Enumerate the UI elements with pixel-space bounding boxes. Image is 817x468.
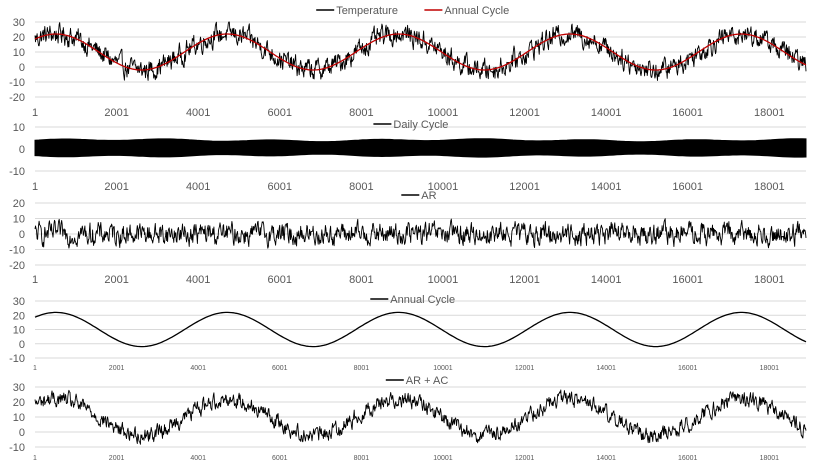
legend-item-annual-cycle: Annual Cycle	[424, 5, 509, 17]
x-tick-label: 6001	[268, 107, 292, 119]
x-tick-label: 4001	[186, 107, 210, 119]
x-tick-label: 10001	[433, 455, 453, 462]
x-tick-label: 18001	[760, 365, 780, 372]
x-tick-label: 18001	[754, 274, 785, 286]
x-tick-label: 2001	[104, 181, 128, 193]
y-tick-label: -10	[9, 77, 25, 89]
series-ar	[34, 218, 807, 249]
legend-label: Daily Cycle	[393, 119, 448, 131]
y-tick-label: -20	[9, 260, 25, 272]
legend-label: Annual Cycle	[390, 294, 455, 306]
x-tick-label: 18001	[754, 181, 785, 193]
x-tick-label: 4001	[190, 455, 206, 462]
series-daily-cycle	[34, 138, 807, 158]
x-tick-label: 1	[32, 181, 38, 193]
y-tick-label: 0	[19, 144, 25, 156]
y-tick-label: 0	[19, 62, 25, 74]
y-tick-label: 10	[13, 122, 25, 134]
y-tick-label: 0	[19, 339, 25, 351]
y-tick-label: 10	[13, 325, 25, 337]
x-tick-label: 10001	[428, 107, 459, 119]
y-tick-label: -10	[9, 353, 25, 365]
legend-item-ar: AR	[401, 190, 437, 202]
legend-label: Annual Cycle	[444, 5, 509, 17]
x-tick-label: 16001	[672, 181, 703, 193]
y-tick-label: 0	[19, 427, 25, 439]
legend-item-temperature: Temperature	[316, 5, 398, 17]
legend-label: AR	[421, 190, 436, 202]
series-temperature	[34, 21, 807, 81]
x-tick-label: 8001	[349, 274, 373, 286]
x-tick-label: 16001	[678, 365, 698, 372]
x-tick-label: 10001	[428, 274, 459, 286]
y-tick-label: 10	[13, 412, 25, 424]
y-tick-label: 20	[13, 32, 25, 44]
x-tick-label: 18001	[760, 455, 780, 462]
y-tick-label: 30	[13, 17, 25, 29]
x-tick-label: 1	[32, 274, 38, 286]
legend-item-daily-cycle: Daily Cycle	[373, 119, 448, 131]
x-tick-label: 8001	[349, 107, 373, 119]
y-tick-label: 10	[13, 214, 25, 226]
x-tick-label: 6001	[272, 365, 288, 372]
x-tick-label: 16001	[672, 274, 703, 286]
legend-label: Temperature	[336, 5, 398, 17]
y-tick-label: 10	[13, 47, 25, 59]
y-tick-label: 0	[19, 229, 25, 241]
legend-item-ar-ac: AR + AC	[385, 375, 449, 387]
x-tick-label: 8001	[354, 365, 370, 372]
x-tick-label: 1	[33, 365, 37, 372]
series-ar-ac	[34, 389, 807, 445]
x-tick-label: 1	[32, 107, 38, 119]
x-tick-label: 8001	[349, 181, 373, 193]
x-tick-label: 6001	[268, 274, 292, 286]
x-tick-label: 12001	[515, 455, 535, 462]
series-annual-cycle	[34, 311, 807, 348]
x-tick-label: 14001	[591, 107, 622, 119]
x-tick-label: 14001	[596, 365, 616, 372]
x-tick-label: 1	[33, 455, 37, 462]
x-tick-label: 14001	[591, 274, 622, 286]
x-tick-label: 12001	[509, 181, 540, 193]
series-annual-cycle	[34, 33, 807, 71]
x-tick-label: 6001	[268, 181, 292, 193]
x-tick-label: 16001	[672, 107, 703, 119]
x-tick-label: 12001	[509, 107, 540, 119]
x-tick-label: 4001	[190, 365, 206, 372]
y-tick-label: -20	[9, 92, 25, 104]
x-tick-label: 10001	[428, 181, 459, 193]
x-tick-label: 14001	[596, 455, 616, 462]
x-tick-label: 8001	[354, 455, 370, 462]
legend-label: AR + AC	[406, 375, 449, 387]
y-tick-label: 30	[13, 382, 25, 394]
legend-item-annual-cycle: Annual Cycle	[370, 294, 455, 306]
x-tick-label: 14001	[591, 181, 622, 193]
y-tick-label: 20	[13, 310, 25, 322]
x-tick-label: 2001	[109, 455, 125, 462]
y-tick-label: -10	[9, 166, 25, 178]
y-tick-label: 30	[13, 296, 25, 308]
x-tick-label: 2001	[104, 274, 128, 286]
x-tick-label: 2001	[109, 365, 125, 372]
x-tick-label: 6001	[272, 455, 288, 462]
y-tick-label: -10	[9, 442, 25, 454]
y-tick-label: 20	[13, 397, 25, 409]
x-tick-label: 18001	[754, 107, 785, 119]
x-tick-label: 12001	[515, 365, 535, 372]
x-tick-label: 2001	[104, 107, 128, 119]
y-tick-label: -10	[9, 245, 25, 257]
x-tick-label: 12001	[509, 274, 540, 286]
x-tick-label: 4001	[186, 181, 210, 193]
x-tick-label: 4001	[186, 274, 210, 286]
x-tick-label: 10001	[433, 365, 453, 372]
y-tick-label: 20	[13, 198, 25, 210]
x-tick-label: 16001	[678, 455, 698, 462]
